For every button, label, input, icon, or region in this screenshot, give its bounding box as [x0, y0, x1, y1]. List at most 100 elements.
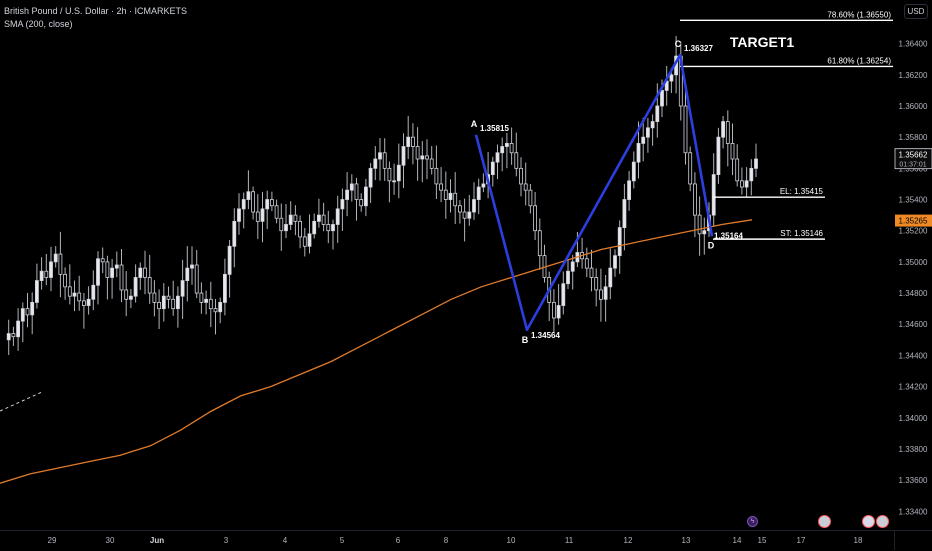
- candle-body: [392, 180, 397, 183]
- candle-body: [312, 220, 317, 235]
- candle-body: [528, 189, 533, 207]
- candle-body: [711, 174, 716, 216]
- chart-title: British Pound / U.S. Dollar · 2h · ICMAR…: [4, 6, 188, 16]
- candle-body: [30, 302, 35, 316]
- candle-body: [537, 230, 542, 257]
- candle-body: [44, 270, 49, 278]
- candle-body: [443, 189, 448, 200]
- candle-body: [754, 158, 758, 169]
- candle-body: [35, 280, 39, 303]
- candle-body: [650, 121, 655, 129]
- candle-body: [382, 152, 387, 169]
- candle-body: [11, 333, 16, 338]
- price-axis[interactable]: [894, 0, 932, 530]
- us-flag-event-icon-2[interactable]: [876, 515, 889, 528]
- candle-body: [354, 183, 359, 200]
- candle-body: [406, 136, 411, 147]
- gb-flag-event-icon[interactable]: [862, 515, 875, 528]
- abcd-pattern-line: [474, 53, 714, 332]
- axis-corner: [894, 530, 932, 550]
- us-flag-event-icon[interactable]: [818, 515, 831, 528]
- candle-body: [143, 267, 147, 278]
- time-axis[interactable]: [0, 530, 932, 551]
- candle-body: [124, 289, 129, 300]
- candle-body: [603, 286, 608, 300]
- candle-body: [566, 270, 570, 285]
- pattern-point-c: C: [675, 39, 682, 49]
- candle-body: [349, 183, 354, 191]
- candle-body: [608, 267, 613, 288]
- candle-body: [495, 152, 500, 163]
- candle-body: [415, 146, 420, 160]
- candle-body: [688, 152, 693, 185]
- candle-body: [82, 300, 86, 306]
- candle-body: [552, 302, 556, 319]
- candle-body: [472, 199, 476, 213]
- candle-body: [570, 261, 575, 272]
- level-label: 78.60% (1.36550): [827, 10, 891, 19]
- candle-body: [133, 277, 138, 297]
- candle-body: [425, 155, 429, 160]
- candle-body: [368, 167, 373, 188]
- candle-body: [396, 164, 401, 182]
- candle-body: [359, 199, 364, 207]
- candle-body: [730, 143, 735, 160]
- candle-body: [519, 167, 523, 185]
- candle-body: [49, 261, 53, 278]
- candle-body: [152, 292, 157, 303]
- candle-body: [335, 208, 340, 225]
- candle-body: [584, 258, 589, 269]
- candle-body: [340, 199, 345, 210]
- candle-body: [453, 192, 458, 207]
- candle-body: [457, 205, 462, 213]
- candle-body: [138, 267, 143, 278]
- candle-body: [208, 298, 213, 310]
- candle-body: [128, 295, 133, 300]
- candle-body: [660, 90, 664, 107]
- candle-body: [740, 180, 744, 188]
- candle-body: [702, 230, 707, 235]
- candle-body: [53, 253, 58, 263]
- candle-body: [241, 199, 246, 210]
- candle-body: [641, 136, 646, 144]
- candle-body: [533, 205, 537, 232]
- candle-body: [669, 74, 674, 82]
- candle-body: [6, 333, 11, 341]
- candle-body: [744, 180, 749, 188]
- candle-body: [439, 183, 444, 191]
- level-label: EL: 1.35415: [780, 187, 824, 196]
- candle-body: [594, 277, 599, 291]
- candle-body: [265, 199, 270, 210]
- candle-body: [429, 158, 434, 169]
- candle-body: [509, 143, 514, 154]
- candle-body: [378, 152, 382, 160]
- candle-body: [218, 302, 223, 313]
- candle-body: [617, 227, 622, 257]
- candle-body: [157, 302, 162, 310]
- candle-body: [721, 121, 725, 138]
- candle-body: [232, 220, 237, 247]
- candle-body: [613, 255, 617, 269]
- candle-body: [725, 121, 730, 144]
- indicator-legend[interactable]: SMA (200, close): [4, 19, 73, 29]
- candle-body: [161, 295, 166, 310]
- candle-body: [180, 280, 185, 297]
- candle-body: [363, 186, 368, 207]
- candle-body: [514, 152, 519, 169]
- currency-unit[interactable]: USD: [904, 4, 928, 19]
- candle-body: [631, 161, 636, 182]
- sma-200-line: [0, 219, 753, 484]
- lightning-event-icon[interactable]: ϟ: [747, 516, 758, 527]
- candle-body: [251, 191, 256, 213]
- candle-body: [646, 127, 650, 138]
- candle-body: [114, 264, 119, 269]
- candle-body: [175, 295, 180, 310]
- candle-body: [523, 183, 528, 191]
- candle-body: [147, 277, 152, 294]
- candle-body: [199, 292, 204, 303]
- candle-body: [636, 143, 641, 163]
- candle-body: [326, 224, 331, 232]
- candle-body: [119, 264, 124, 291]
